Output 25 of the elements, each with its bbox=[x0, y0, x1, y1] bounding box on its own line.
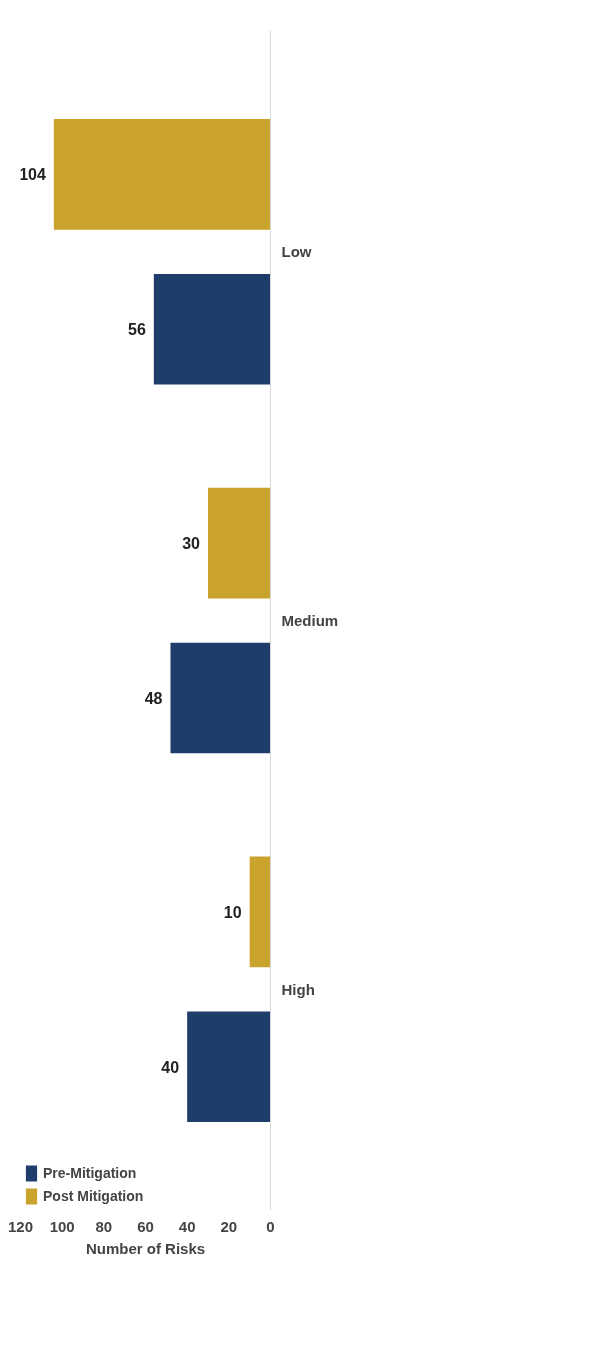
x-tick-label: 100 bbox=[49, 1217, 75, 1235]
y-tick-label: Medium bbox=[281, 612, 339, 629]
x-tick-label: 0 bbox=[266, 1217, 275, 1235]
data-label: 56 bbox=[128, 321, 146, 339]
x-tick-label: 60 bbox=[137, 1217, 154, 1235]
data-label: 10 bbox=[223, 903, 242, 921]
y-tick-label: Low bbox=[281, 243, 312, 261]
data-label: 30 bbox=[182, 535, 201, 553]
bar bbox=[249, 856, 271, 968]
y-tick-label: High bbox=[281, 980, 315, 998]
bar bbox=[153, 273, 271, 385]
data-label: 40 bbox=[161, 1058, 180, 1076]
bar bbox=[170, 642, 271, 754]
bar bbox=[53, 119, 271, 230]
legend-label: Pre-Mitigation bbox=[43, 1165, 137, 1181]
x-axis-title: Number of Risks bbox=[85, 1239, 206, 1257]
x-tick-label: 80 bbox=[95, 1217, 113, 1235]
data-label: 104 bbox=[19, 166, 46, 184]
bar bbox=[187, 1011, 271, 1122]
bar bbox=[208, 487, 271, 599]
legend-label: Post Mitigation bbox=[43, 1188, 144, 1204]
x-tick-label: 40 bbox=[178, 1217, 196, 1235]
data-label: 48 bbox=[144, 689, 163, 707]
x-tick-label: 20 bbox=[220, 1217, 238, 1235]
x-tick-label: 120 bbox=[7, 1217, 34, 1235]
